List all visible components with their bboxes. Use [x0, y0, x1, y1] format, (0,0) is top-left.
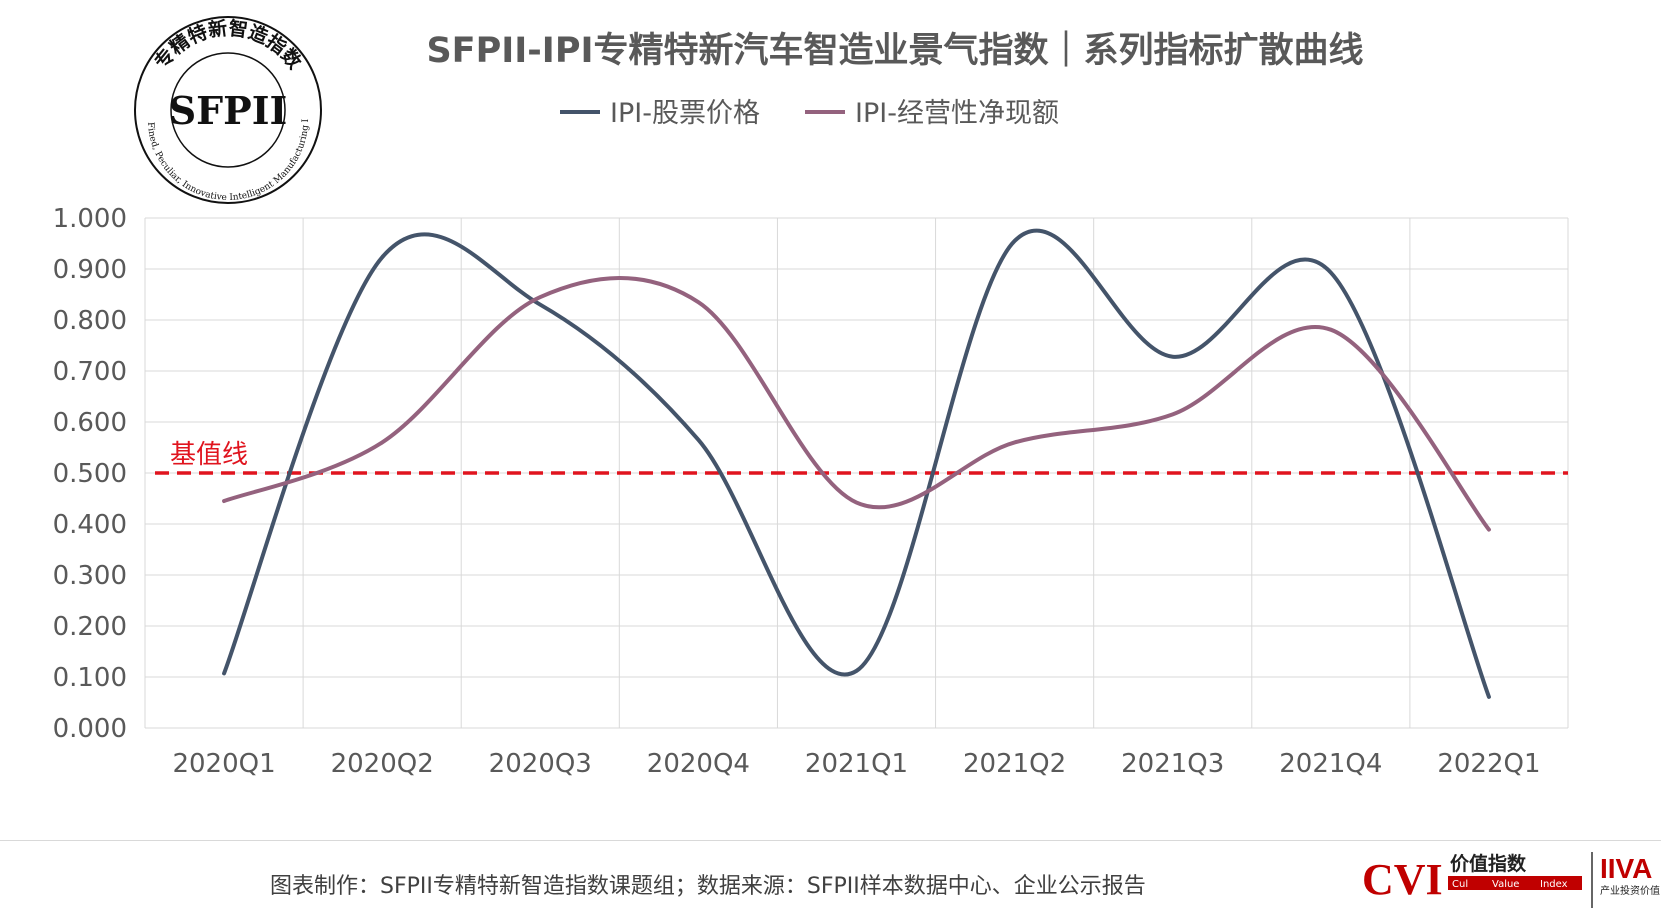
chart-title: SFPII-IPI专精特新汽车智造业景气指数｜系列指标扩散曲线	[426, 30, 1363, 71]
y-tick-label: 1.000	[53, 204, 127, 234]
cvi-logo: CVI 价值指数 Cul Value Index	[1362, 852, 1582, 904]
chart-canvas: 专精特新智造指数 Specialized, Fined, Peculiar, I…	[0, 0, 1569, 779]
y-tick-label: 0.900	[53, 255, 127, 285]
y-tick-label: 0.600	[53, 408, 127, 438]
plot-area: 0.000 0.100 0.200 0.300 0.400 0.500 0.600 0.700…	[53, 204, 1569, 779]
iiva-logo-cn: 产业投资价值分析网	[1600, 884, 1660, 897]
series-line-operating-cashflow	[222, 275, 1491, 532]
cvi-logo-sub-3: Index	[1540, 879, 1568, 890]
y-tick-label: 0.700	[53, 357, 127, 387]
x-tick-label: 2021Q4	[1279, 749, 1382, 779]
x-tick-label: 2020Q3	[489, 749, 592, 779]
x-tick-label: 2020Q4	[647, 749, 750, 779]
cvi-logo-cn: 价值指数	[1450, 852, 1527, 875]
x-tick-label: 2021Q2	[963, 749, 1066, 779]
svg-text:专精特新智造指数: 专精特新智造指数	[150, 17, 307, 74]
x-tick-label: 2020Q2	[331, 749, 434, 779]
cvi-logo-text: CVI	[1362, 855, 1443, 904]
footer-logos: CVI 价值指数 Cul Value Index IIVA 产业投资价值分析网	[1360, 848, 1661, 917]
y-tick-label: 0.100	[53, 663, 127, 693]
series-line-stock-price	[222, 228, 1491, 699]
cvi-logo-sub-2: Value	[1492, 879, 1519, 890]
y-tick-label: 0.800	[53, 306, 127, 336]
x-tick-label: 2022Q1	[1437, 749, 1540, 779]
seal-arc-cn: 专精特新智造指数	[150, 17, 307, 74]
iiva-logo-text: IIVA	[1600, 853, 1652, 884]
x-tick-label: 2020Q1	[172, 749, 275, 779]
x-tick-label: 2021Q1	[805, 749, 908, 779]
cvi-logo-sub-1: Cul	[1452, 879, 1468, 890]
iiva-logo: IIVA 产业投资价值分析网	[1600, 853, 1661, 897]
legend-label-cashflow: IPI-经营性净现额	[855, 98, 1059, 129]
reference-line-label: 基值线	[170, 440, 248, 470]
sfpii-seal: 专精特新智造指数 Specialized, Fined, Peculiar, I…	[0, 0, 322, 204]
seal-center-text: SFPII	[169, 88, 288, 133]
y-tick-label: 0.400	[53, 510, 127, 540]
y-tick-label: 0.300	[53, 561, 127, 591]
x-tick-label: 2021Q3	[1121, 749, 1224, 779]
chart-frame: 专精特新智造指数 Specialized, Fined, Peculiar, I…	[0, 0, 1661, 841]
chart-legend: IPI-股票价格 IPI-经营性净现额	[560, 98, 1059, 129]
y-tick-label: 0.000	[53, 714, 127, 744]
legend-label-stock: IPI-股票价格	[610, 98, 760, 129]
footer-caption: 图表制作：SFPII专精特新智造指数课题组；数据来源：SFPII样本数据中心、企…	[270, 874, 1146, 899]
y-tick-label: 0.200	[53, 612, 127, 642]
y-tick-label: 0.500	[53, 459, 127, 489]
